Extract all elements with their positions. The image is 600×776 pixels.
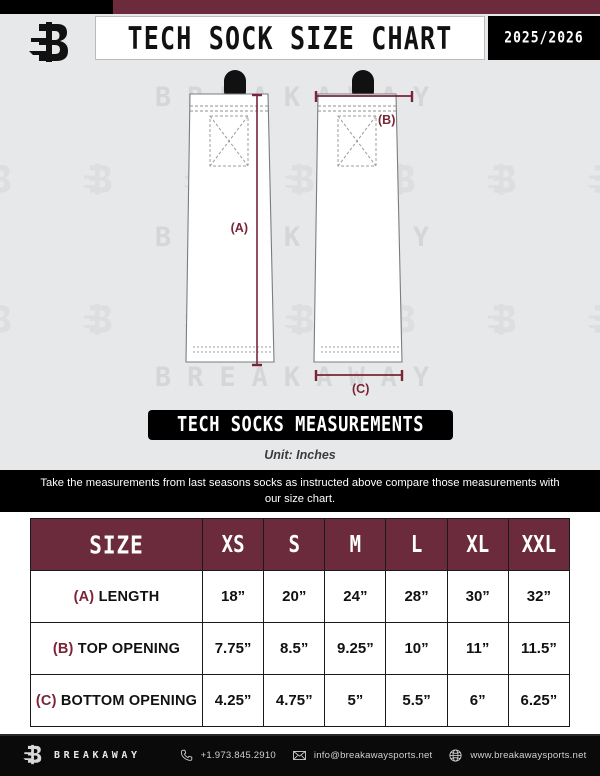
sock-diagram-length: (A)	[185, 70, 275, 367]
table-row: (A) LENGTH 18” 20” 24” 28” 30” 32”	[30, 570, 571, 623]
header-cell-xxl: XXL	[507, 518, 571, 571]
measurement-label-b: (B)	[378, 113, 395, 127]
breakaway-b-logo-icon	[587, 305, 600, 333]
breakaway-b-logo-icon	[0, 165, 11, 193]
page-header: TECH SOCK SIZE CHART 2025/2026	[0, 14, 600, 64]
title-box: TECH SOCK SIZE CHART	[95, 16, 485, 60]
cell-bottom-l: 5.5”	[385, 674, 448, 727]
cell-length-xl: 30”	[446, 570, 509, 623]
row-label-length: (A) LENGTH	[30, 570, 203, 623]
breakaway-b-logo-icon	[486, 303, 516, 335]
cell-length-m: 24”	[324, 570, 387, 623]
header-cell-s: S	[263, 518, 326, 571]
cell-length-xxl: 32”	[507, 570, 571, 623]
breakaway-b-logo-icon	[82, 163, 112, 195]
cell-top-xxl: 11.5”	[507, 622, 571, 675]
header-cell-m: M	[324, 518, 387, 571]
cell-top-l: 10”	[385, 622, 448, 675]
header-cell-xl: XL	[446, 518, 509, 571]
breakaway-b-logo-icon	[23, 744, 42, 765]
breakaway-b-logo-icon	[82, 303, 112, 335]
header-cell-xs: XS	[201, 518, 265, 571]
cell-top-xl: 11”	[446, 622, 509, 675]
footer-phone-text: +1.973.845.2910	[200, 749, 276, 761]
footer-phone[interactable]: +1.973.845.2910	[179, 748, 276, 763]
breakaway-b-logo-icon	[284, 303, 314, 335]
page-footer: BREAKAWAY +1.973.845.2910 info@breakaway…	[0, 734, 600, 776]
size-chart-table: SIZE XS S M L XL XXL (A) LENGTH 18” 20” …	[30, 518, 571, 727]
watermark-text: BREAKAWAY	[154, 362, 446, 393]
breakaway-b-logo-icon	[29, 22, 68, 64]
table-header-row: SIZE XS S M L XL XXL	[30, 518, 571, 571]
top-bar-black-segment	[0, 0, 113, 14]
cell-bottom-xs: 4.25”	[201, 674, 265, 727]
instruction-text: Take the measurements from last seasons …	[40, 476, 560, 505]
globe-icon	[449, 748, 462, 762]
table-row: (B) TOP OPENING 7.75” 8.5” 9.25” 10” 11”…	[30, 622, 571, 675]
page-title: TECH SOCK SIZE CHART	[127, 19, 453, 57]
header-cell-size: SIZE	[30, 518, 203, 571]
instruction-bar: Take the measurements from last seasons …	[0, 470, 600, 512]
measurement-label-a: (A)	[231, 221, 248, 235]
cell-length-s: 20”	[263, 570, 326, 623]
measurement-label-c: (C)	[352, 382, 369, 396]
size-chart-table-wrap: SIZE XS S M L XL XXL (A) LENGTH 18” 20” …	[0, 512, 600, 734]
cell-length-xs: 18”	[201, 570, 265, 623]
season-year-text: 2025/2026	[504, 29, 584, 47]
row-label-top-opening: (B) TOP OPENING	[30, 622, 203, 675]
breakaway-b-logo-icon	[0, 305, 11, 333]
cell-top-m: 9.25”	[324, 622, 387, 675]
cell-length-l: 28”	[385, 570, 448, 623]
cell-bottom-xxl: 6.25”	[507, 674, 571, 727]
breakaway-b-logo-icon	[284, 163, 314, 195]
season-year-badge: 2025/2026	[488, 16, 600, 60]
cell-bottom-m: 5”	[324, 674, 387, 727]
top-bar-maroon-segment	[113, 0, 600, 14]
table-row: (C) BOTTOM OPENING 4.25” 4.75” 5” 5.5” 6…	[30, 674, 571, 727]
cell-top-xs: 7.75”	[201, 622, 265, 675]
phone-icon	[180, 749, 192, 761]
breakaway-b-logo-icon	[486, 163, 516, 195]
footer-brand: BREAKAWAY	[54, 749, 141, 761]
footer-website[interactable]: www.breakawaysports.net	[448, 748, 586, 763]
cell-top-s: 8.5”	[263, 622, 326, 675]
footer-divider	[0, 734, 600, 736]
measurements-title: TECH SOCKS MEASUREMENTS	[177, 413, 424, 437]
row-label-bottom-opening: (C) BOTTOM OPENING	[30, 674, 203, 727]
header-cell-l: L	[385, 518, 448, 571]
breakaway-b-logo-icon	[587, 165, 600, 193]
measurements-banner: TECH SOCKS MEASUREMENTS Unit: Inches	[0, 408, 600, 470]
footer-website-text: www.breakawaysports.net	[470, 749, 587, 761]
top-color-bar	[0, 0, 600, 14]
envelope-icon	[293, 750, 306, 760]
cell-bottom-xl: 6”	[446, 674, 509, 727]
sock-diagram-openings: (B) (C)	[313, 70, 414, 396]
footer-email[interactable]: info@breakawaysports.net	[292, 748, 433, 763]
unit-label: Unit: Inches	[264, 448, 336, 462]
sock-diagram-area: BREAKAWAY BREAKAWAY BREAKAWAY	[0, 62, 600, 470]
footer-email-text: info@breakawaysports.net	[313, 749, 433, 761]
cell-bottom-s: 4.75”	[263, 674, 326, 727]
measurements-title-pill: TECH SOCKS MEASUREMENTS	[148, 410, 453, 440]
